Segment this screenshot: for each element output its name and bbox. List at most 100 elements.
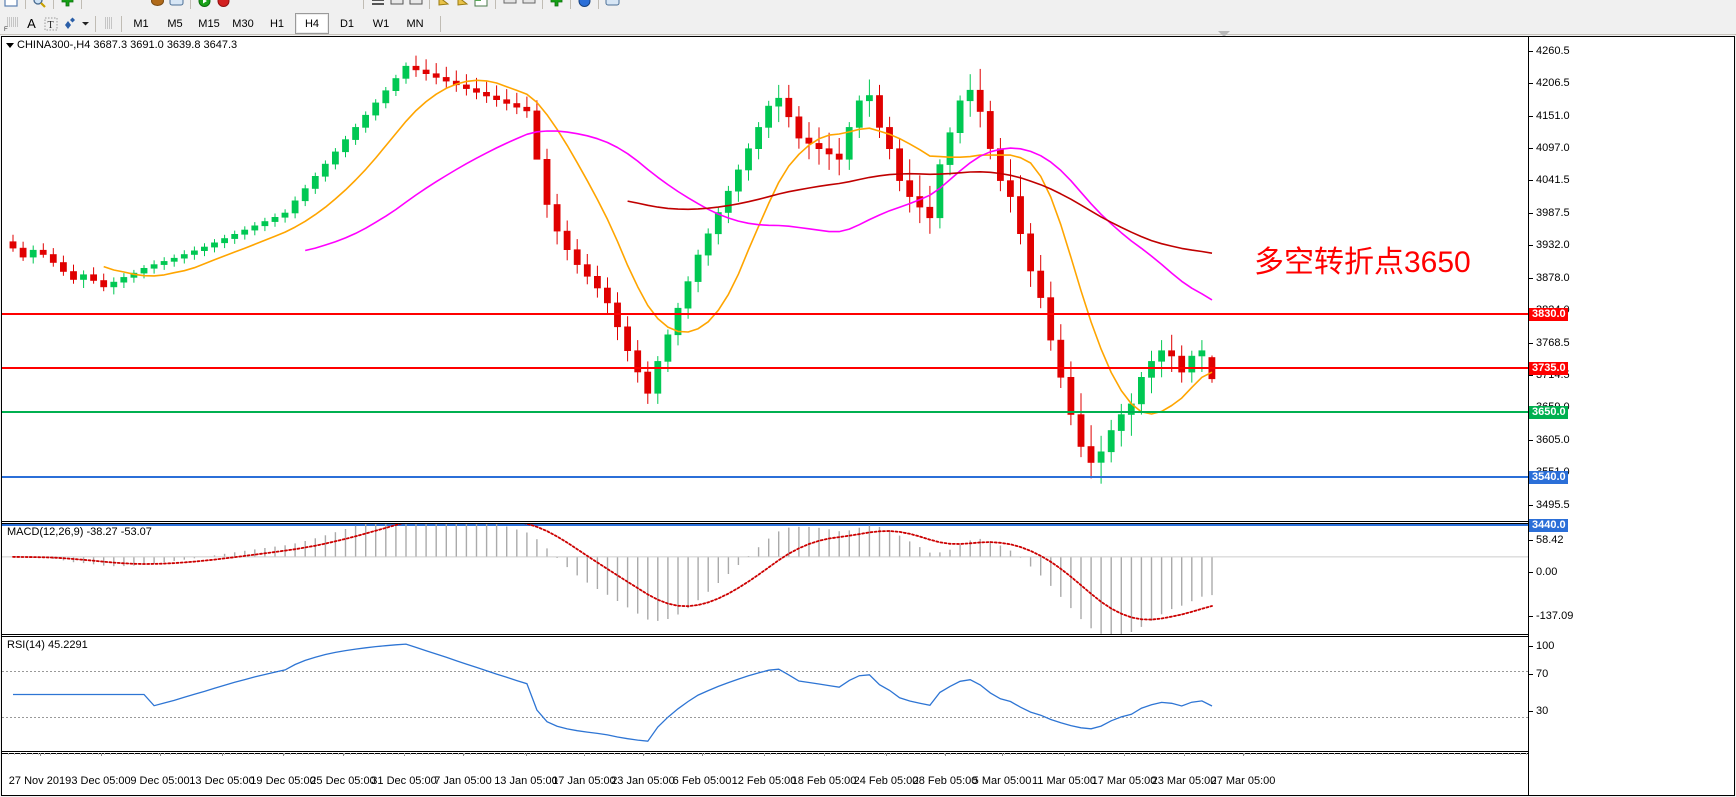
time-minor-tick xyxy=(410,753,411,755)
level-tag-3735.0: 3735.0 xyxy=(1529,362,1568,375)
window-icon[interactable] xyxy=(603,0,622,10)
pane-divider-2[interactable] xyxy=(2,634,1528,635)
time-label: 6 Feb 05:00 xyxy=(672,775,732,787)
crosshair-icon[interactable]: F xyxy=(3,14,22,33)
time-minor-tick xyxy=(1028,753,1029,755)
time-minor-tick xyxy=(1316,753,1317,755)
timeframe-selector[interactable]: M1 M5 M15 M30 H1 H4 D1 W1 MN xyxy=(124,13,432,34)
pane-divider-1[interactable] xyxy=(2,521,1528,522)
new-chart-icon[interactable] xyxy=(2,0,21,10)
time-minor-tick xyxy=(686,753,687,755)
time-tick xyxy=(283,753,284,756)
add-icon[interactable] xyxy=(58,0,77,10)
time-minor-tick xyxy=(944,753,945,755)
time-minor-tick xyxy=(152,753,153,755)
price-axis[interactable]: 4260.5 4206.5 4151.0 4097.0 4041.5 3987.5 3932… xyxy=(1529,37,1734,795)
timeframe-button-h1[interactable]: H1 xyxy=(269,17,285,30)
time-minor-tick xyxy=(218,753,219,755)
time-label: 9 Dec 05:00 xyxy=(130,775,190,787)
time-tick xyxy=(40,753,41,756)
text-tool-button[interactable]: A xyxy=(27,16,36,31)
time-axis[interactable]: 27 Nov 2019 3 Dec 05:00 9 Dec 05:00 13 Dec … xyxy=(2,753,1528,795)
chart-tools-toolbar[interactable]: F A T M1 M5 M15 M30 H1 H4 D1 W1 MN xyxy=(0,13,1736,35)
time-minor-tick xyxy=(320,753,321,755)
time-label: 13 Dec 05:00 xyxy=(189,775,255,787)
time-minor-tick xyxy=(1448,753,1449,755)
price-pane[interactable]: CHINA300-,H4 3687.3 3691.0 3639.8 3647.3… xyxy=(2,37,1528,489)
time-minor-tick xyxy=(476,753,477,755)
chevron-down-icon[interactable] xyxy=(79,14,91,33)
time-minor-tick xyxy=(566,753,567,755)
level-line-3440.0[interactable] xyxy=(2,524,1528,526)
level-line-3650.0[interactable] xyxy=(2,411,1528,413)
timeframe-button-m1[interactable]: M1 xyxy=(133,17,149,30)
plus-icon[interactable] xyxy=(547,0,566,10)
zoom-out-icon[interactable] xyxy=(453,0,472,10)
level-line-3540.0[interactable] xyxy=(2,476,1528,478)
line-chart-icon[interactable] xyxy=(406,0,425,10)
time-tick xyxy=(1243,753,1244,756)
time-minor-tick xyxy=(1346,753,1347,755)
time-minor-tick xyxy=(788,753,789,755)
time-minor-tick xyxy=(536,753,537,755)
time-minor-tick xyxy=(344,753,345,755)
zoom-icon[interactable] xyxy=(30,0,49,10)
pane-divider-3 xyxy=(2,751,1528,752)
time-minor-tick xyxy=(1184,753,1185,755)
play-icon[interactable] xyxy=(195,0,214,10)
time-minor-tick xyxy=(830,753,831,755)
globe-icon[interactable] xyxy=(575,0,594,10)
rsi-pane[interactable]: RSI(14) 45.2291 xyxy=(2,637,1528,752)
timeframe-button-d1[interactable]: D1 xyxy=(339,17,355,30)
time-minor-tick xyxy=(68,753,69,755)
time-minor-tick xyxy=(1106,753,1107,755)
time-label: 11 Mar 05:00 xyxy=(1031,775,1097,787)
time-minor-tick xyxy=(260,753,261,755)
time-minor-tick xyxy=(26,753,27,755)
time-label: 7 Jan 05:00 xyxy=(434,775,492,787)
timeframe-button-h4[interactable]: H4 xyxy=(295,13,329,34)
drawings-icon[interactable] xyxy=(60,14,79,33)
level-line-3735.0[interactable] xyxy=(2,367,1528,369)
time-label: 23 Jan 05:00 xyxy=(611,775,675,787)
grid-icon[interactable] xyxy=(472,0,491,10)
templates-icon[interactable] xyxy=(167,0,186,10)
time-minor-tick xyxy=(1046,753,1047,755)
indicators-icon[interactable] xyxy=(148,0,167,10)
axis-tick: 100 xyxy=(1529,640,1554,652)
timeframe-button-m15[interactable]: M15 xyxy=(198,17,220,30)
time-minor-tick xyxy=(1202,753,1203,755)
time-minor-tick xyxy=(446,753,447,755)
collapse-caret-icon[interactable] xyxy=(6,42,14,48)
macd-pane[interactable]: MACD(12,26,9) -38.27 -53.07 xyxy=(2,524,1528,634)
time-minor-tick xyxy=(452,753,453,755)
bar-chart-icon[interactable] xyxy=(368,0,387,10)
time-minor-tick xyxy=(560,753,561,755)
time-minor-tick xyxy=(1340,753,1341,755)
timeframe-button-m30[interactable]: M30 xyxy=(232,17,254,30)
main-toolbar[interactable] xyxy=(0,0,1736,14)
price-tick: 3878.0 xyxy=(1529,272,1570,284)
candlestick-chart-icon[interactable] xyxy=(387,0,406,10)
shift-icon[interactable] xyxy=(500,0,519,10)
timeframe-button-mn[interactable]: MN xyxy=(406,17,424,30)
timeframe-button-w1[interactable]: W1 xyxy=(372,17,390,30)
time-minor-tick xyxy=(914,753,915,755)
textbox-tool-button[interactable]: T xyxy=(41,14,60,33)
autoscroll-icon[interactable] xyxy=(519,0,538,10)
time-minor-tick xyxy=(908,753,909,755)
timeframe-button-m5[interactable]: M5 xyxy=(167,17,183,30)
time-minor-tick xyxy=(14,753,15,755)
time-minor-tick xyxy=(62,753,63,755)
stop-icon[interactable] xyxy=(214,0,233,10)
time-minor-tick xyxy=(578,753,579,755)
time-minor-tick xyxy=(956,753,957,755)
time-minor-tick xyxy=(644,753,645,755)
zoom-in-icon[interactable] xyxy=(434,0,453,10)
time-minor-tick xyxy=(242,753,243,755)
time-minor-tick xyxy=(1454,753,1455,755)
level-line-3830.0[interactable] xyxy=(2,313,1528,315)
chart-area[interactable]: CHINA300-,H4 3687.3 3691.0 3639.8 3647.3… xyxy=(1,36,1735,796)
list-icon[interactable] xyxy=(100,14,119,33)
time-minor-tick xyxy=(992,753,993,755)
